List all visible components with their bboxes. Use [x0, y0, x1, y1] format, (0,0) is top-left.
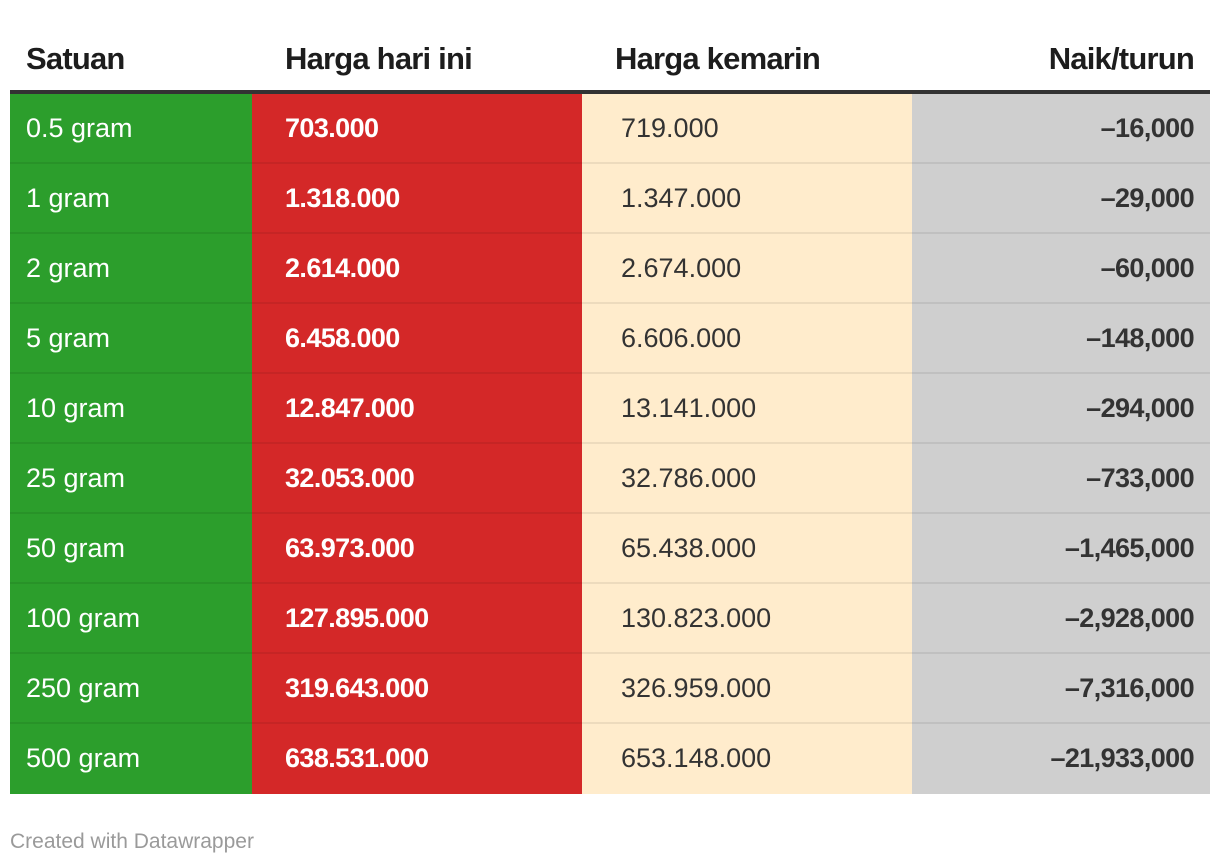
cell-harga-kemarin: 6.606.000: [582, 304, 912, 374]
cell-harga-hari-ini: 12.847.000: [252, 374, 582, 444]
table-row: 0.5 gram 703.000 719.000 –16,000: [10, 94, 1210, 164]
cell-harga-kemarin: 326.959.000: [582, 654, 912, 724]
cell-harga-hari-ini: 319.643.000: [252, 654, 582, 724]
price-table: Satuan Harga hari ini Harga kemarin Naik…: [10, 26, 1210, 794]
cell-harga-kemarin: 130.823.000: [582, 584, 912, 654]
header-harga-hari-ini[interactable]: Harga hari ini: [285, 41, 473, 76]
cell-harga-hari-ini: 1.318.000: [252, 164, 582, 234]
cell-naik-turun: –148,000: [912, 304, 1210, 374]
table-row: 2 gram 2.614.000 2.674.000 –60,000: [10, 234, 1210, 304]
table-body: 0.5 gram 703.000 719.000 –16,000 1 gram 1.318…: [10, 94, 1210, 794]
table-row: 1 gram 1.318.000 1.347.000 –29,000: [10, 164, 1210, 234]
cell-satuan: 250 gram: [10, 654, 252, 724]
cell-satuan: 100 gram: [10, 584, 252, 654]
table-row: 10 gram 12.847.000 13.141.000 –294,000: [10, 374, 1210, 444]
cell-harga-kemarin: 32.786.000: [582, 444, 912, 514]
cell-satuan: 1 gram: [10, 164, 252, 234]
table-header: Satuan Harga hari ini Harga kemarin Naik…: [10, 26, 1210, 94]
cell-harga-kemarin: 65.438.000: [582, 514, 912, 584]
cell-harga-kemarin: 719.000: [582, 94, 912, 164]
cell-harga-hari-ini: 63.973.000: [252, 514, 582, 584]
table-row: 25 gram 32.053.000 32.786.000 –733,000: [10, 444, 1210, 514]
cell-harga-hari-ini: 703.000: [252, 94, 582, 164]
header-satuan[interactable]: Satuan: [26, 41, 125, 76]
cell-satuan: 500 gram: [10, 724, 252, 794]
cell-harga-hari-ini: 32.053.000: [252, 444, 582, 514]
header-naik-turun[interactable]: Naik/turun: [1048, 41, 1195, 76]
cell-harga-kemarin: 13.141.000: [582, 374, 912, 444]
cell-naik-turun: –733,000: [912, 444, 1210, 514]
cell-harga-hari-ini: 2.614.000: [252, 234, 582, 304]
table-row: 500 gram 638.531.000 653.148.000 –21,933,00…: [10, 724, 1210, 794]
cell-satuan: 50 gram: [10, 514, 252, 584]
table-row: 5 gram 6.458.000 6.606.000 –148,000: [10, 304, 1210, 374]
cell-harga-hari-ini: 6.458.000: [252, 304, 582, 374]
cell-naik-turun: –1,465,000: [912, 514, 1210, 584]
cell-naik-turun: –16,000: [912, 94, 1210, 164]
table-row: 100 gram 127.895.000 130.823.000 –2,928,000: [10, 584, 1210, 654]
cell-naik-turun: –2,928,000: [912, 584, 1210, 654]
cell-naik-turun: –60,000: [912, 234, 1210, 304]
cell-harga-hari-ini: 638.531.000: [252, 724, 582, 794]
cell-naik-turun: –29,000: [912, 164, 1210, 234]
cell-satuan: 5 gram: [10, 304, 252, 374]
footer-credit: Created with Datawrapper: [10, 830, 254, 853]
cell-harga-kemarin: 653.148.000: [582, 724, 912, 794]
cell-harga-kemarin: 1.347.000: [582, 164, 912, 234]
cell-satuan: 2 gram: [10, 234, 252, 304]
table-row: 50 gram 63.973.000 65.438.000 –1,465,000: [10, 514, 1210, 584]
cell-harga-kemarin: 2.674.000: [582, 234, 912, 304]
cell-satuan: 0.5 gram: [10, 94, 252, 164]
table-row: 250 gram 319.643.000 326.959.000 –7,316,000: [10, 654, 1210, 724]
cell-harga-hari-ini: 127.895.000: [252, 584, 582, 654]
cell-satuan: 25 gram: [10, 444, 252, 514]
cell-naik-turun: –294,000: [912, 374, 1210, 444]
cell-naik-turun: –7,316,000: [912, 654, 1210, 724]
cell-satuan: 10 gram: [10, 374, 252, 444]
header-harga-kemarin[interactable]: Harga kemarin: [615, 41, 821, 76]
cell-naik-turun: –21,933,000: [912, 724, 1210, 794]
